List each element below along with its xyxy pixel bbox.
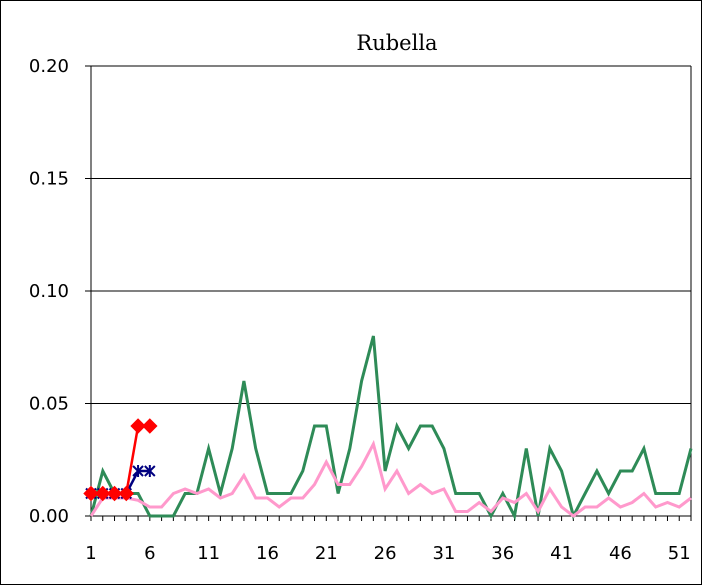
asterisk-marker bbox=[132, 465, 144, 477]
diamond-marker bbox=[118, 485, 135, 502]
diamond-marker bbox=[142, 418, 158, 434]
y-tick-label: 0.20 bbox=[29, 56, 69, 77]
y-tick-label: 0.15 bbox=[29, 169, 69, 190]
chart-title: Rubella bbox=[356, 31, 437, 55]
diamond-marker bbox=[95, 485, 111, 502]
series-2 bbox=[89, 439, 692, 518]
series-line bbox=[89, 439, 692, 518]
x-tick-label: 21 bbox=[315, 543, 338, 564]
tick-labels: 0.000.050.100.150.201 6 11 16 21 26 31 36 41 46 51 bbox=[29, 56, 691, 564]
diamond-marker bbox=[83, 485, 99, 502]
series-line bbox=[89, 335, 693, 521]
x-tick-label: 1 bbox=[85, 543, 96, 564]
diamond-marker bbox=[130, 418, 146, 434]
series bbox=[83, 335, 693, 521]
diamond-marker bbox=[106, 485, 123, 502]
series-1 bbox=[89, 335, 693, 521]
axes bbox=[85, 65, 692, 521]
y-tick-label: 0.10 bbox=[29, 281, 69, 302]
x-tick-label: 6 bbox=[144, 543, 155, 564]
asterisk-marker bbox=[144, 465, 156, 477]
x-tick-label: 16 bbox=[256, 543, 279, 564]
x-tick-label: 11 bbox=[197, 543, 220, 564]
x-tick-label: 26 bbox=[374, 543, 397, 564]
x-tick-label: 51 bbox=[668, 543, 691, 564]
series-4 bbox=[83, 418, 158, 502]
x-tick-label: 31 bbox=[432, 543, 455, 564]
x-tick-label: 46 bbox=[609, 543, 632, 564]
y-tick-label: 0.00 bbox=[29, 506, 69, 527]
y-tick-label: 0.05 bbox=[29, 394, 69, 415]
x-tick-label: 41 bbox=[550, 543, 573, 564]
x-tick-label: 36 bbox=[491, 543, 514, 564]
